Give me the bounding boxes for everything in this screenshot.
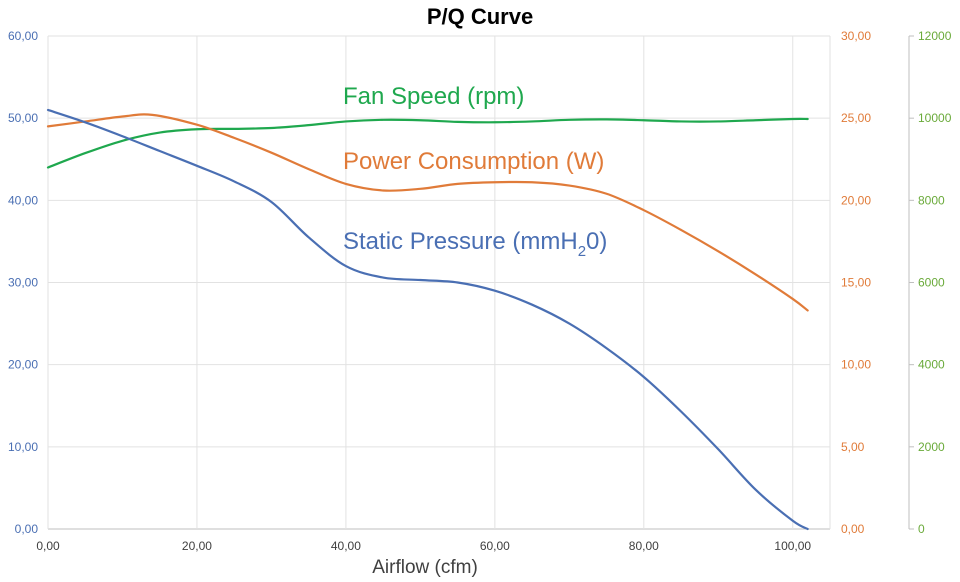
left-y-tick-label: 30,00 [8,276,38,290]
rpm-y-tick-label: 0 [918,522,925,536]
right-y-tick-label: 15,00 [841,276,871,290]
x-tick-label: 60,00 [480,539,510,553]
rpm-y-tick-label: 10000 [918,111,952,125]
right-y-tick-label: 30,00 [841,29,871,43]
right-y-tick-label: 0,00 [841,522,865,536]
power-consumption-label: Power Consumption (W) [343,148,604,175]
right-y-tick-label: 10,00 [841,358,871,372]
chart-title: P/Q Curve [427,4,533,29]
right-y-tick-label: 25,00 [841,111,871,125]
series-labels: Fan Speed (rpm) Power Consumption (W) Stat… [343,83,607,260]
left-y-tick-label: 0,00 [15,522,39,536]
rpm-y-tick-label: 4000 [918,358,945,372]
rpm-y-tick-label: 12000 [918,29,952,43]
static-pressure-label-subscript: 2 [578,243,586,260]
x-tick-label: 0,00 [36,539,60,553]
left-y-tick-label: 40,00 [8,193,38,207]
rpm-y-tick-label: 8000 [918,193,945,207]
right-y-tick-label: 20,00 [841,193,871,207]
fan-speed-label-text: Fan Speed (rpm) [343,83,524,110]
series-lines [46,108,809,531]
x-axis-label: Airflow (cfm) [372,557,478,578]
fan-speed-label: Fan Speed (rpm) [343,83,524,110]
left-y-tick-label: 20,00 [8,358,38,372]
gridlines [47,35,831,530]
rpm-y-tick-label: 2000 [918,440,945,454]
static-pressure-line [46,108,809,531]
left-y-tick-label: 10,00 [8,440,38,454]
right-y-tick-label: 5,00 [841,440,865,454]
x-tick-label: 80,00 [629,539,659,553]
x-tick-label: 40,00 [331,539,361,553]
axes: 0,00 20,00 40,00 60,00 80,00 100,000,0010,002… [8,29,952,553]
fan-speed-line [46,117,809,169]
rpm-y-tick-label: 6000 [918,276,945,290]
x-tick-label: 20,00 [182,539,212,553]
x-tick-label: 100,00 [774,539,811,553]
static-pressure-label-text: Static Pressure (mmH [343,228,578,255]
static-pressure-label-suffix: 0) [586,228,607,255]
power-consumption-label-text: Power Consumption (W) [343,148,604,175]
power-consumption-line [46,113,809,312]
left-y-tick-label: 50,00 [8,111,38,125]
static-pressure-label: Static Pressure (mmH20) [343,228,607,260]
left-y-tick-label: 60,00 [8,29,38,43]
